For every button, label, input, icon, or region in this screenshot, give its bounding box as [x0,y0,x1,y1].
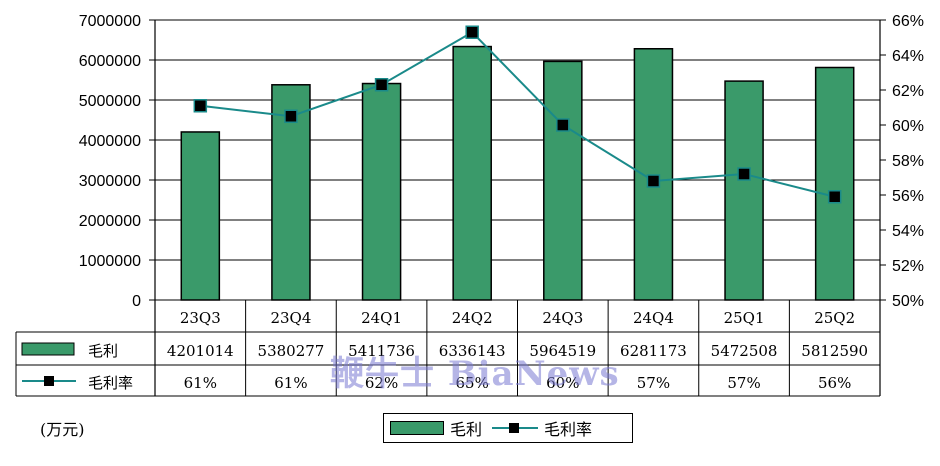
bar-24Q1 [361,82,402,301]
y2-tick-label: 66% [892,13,924,30]
y2-tick-label: 62% [892,83,924,100]
bar-23Q3 [180,131,221,301]
table-cell-bar: 5472508 [711,342,778,360]
y2-tick-label: 58% [892,153,924,170]
y-tick-label: 1000000 [79,253,141,270]
x-tick-label: 25Q1 [724,309,765,327]
bar-24Q3 [543,60,583,301]
table-cell-line: 57% [727,374,760,392]
line-series [193,25,842,204]
y-tick-label: 5000000 [79,93,141,110]
x-tick-label: 24Q1 [361,309,402,327]
y2-tick-label: 56% [892,188,924,205]
table-cell-line: 62% [365,374,398,392]
legend-bar-label: 毛利 [450,420,483,439]
legend-item-bar: 毛利 [390,416,482,440]
line-path [200,30,835,198]
data-table: 23Q3 4201014 61% 23Q4 5380277 61% 24Q1 5411736 6… [15,300,881,397]
y-tick-label: 2000000 [79,213,141,230]
table-cell-bar: 5964519 [529,342,596,360]
table-key-bar [21,342,75,356]
y-tick-label: 4000000 [79,133,141,150]
x-tick-label: 23Q3 [180,309,221,327]
table-cell-bar: 5380277 [258,342,325,360]
table-cell-bar: 6336143 [439,342,506,360]
y2-tick-label: 60% [892,118,924,135]
bar-25Q1 [724,80,764,301]
table-cell-line: 61% [274,374,307,392]
bar-series [180,45,855,301]
table-cell-line: 61% [184,374,217,392]
y-tick-label: 3000000 [79,173,141,190]
y2-tick-label: 54% [892,223,924,240]
table-cell-bar: 5812590 [801,342,868,360]
point-25Q1 [737,167,751,181]
x-tick-label: 24Q4 [633,309,674,327]
point-24Q1 [374,78,389,92]
legend-line-swatch [492,422,539,434]
table-row-header-line: 毛利率 [88,374,133,392]
table-key-marker [44,376,54,386]
watermark: 鞭牛士 BiaNews [330,354,620,394]
table-row-header-bar: 毛利 [88,342,118,360]
bar-24Q2 [452,45,492,301]
grid-lines [155,19,880,301]
point-23Q3 [193,99,208,113]
legend-bar-swatch [390,421,444,435]
table-cell-bar: 4201014 [167,342,234,360]
legend-line-label: 毛利率 [544,420,593,439]
point-23Q4 [284,109,298,123]
y-tick-label: 7000000 [79,13,141,30]
x-tick-label: 24Q2 [452,309,493,327]
y-tick-label: 0 [132,293,141,310]
point-24Q4 [646,174,661,188]
bar-25Q2 [814,66,855,301]
table-cell-line: 65% [456,374,489,392]
x-tick-label: 23Q4 [270,309,311,327]
legend: 毛利 毛利率 [383,413,633,443]
table-cell-line: 57% [637,374,670,392]
point-24Q3 [556,118,570,132]
point-24Q2 [465,25,479,39]
table-cell-line: 56% [818,374,851,392]
x-tick-label: 25Q2 [814,309,855,327]
legend-item-line: 毛利率 [492,416,592,440]
y2-tick-label: 50% [892,293,924,310]
table-cell-bar: 6281173 [620,342,687,360]
unit-label: (万元) [40,420,85,439]
table-cell-bar: 5411736 [348,342,415,360]
y-tick-label: 6000000 [79,53,141,70]
x-tick-label: 24Q3 [542,309,583,327]
point-25Q2 [827,190,842,204]
y2-tick-label: 52% [892,258,924,275]
y2-tick-label: 64% [892,48,924,65]
table-cell-line: 60% [546,374,579,392]
